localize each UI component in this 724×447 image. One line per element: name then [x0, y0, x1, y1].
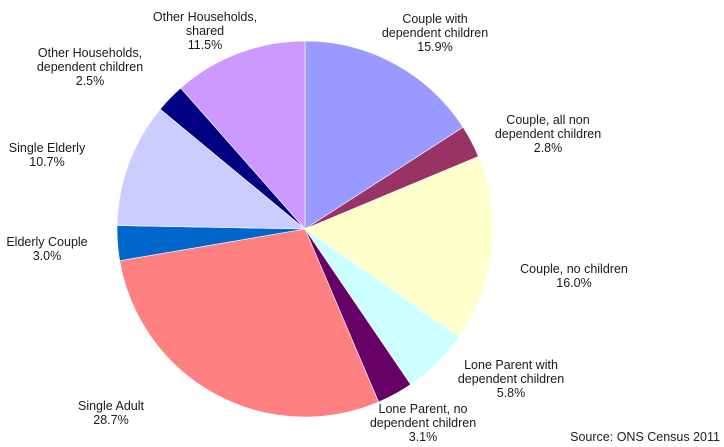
pie-label-other-households-dependent-children: Other Households, dependent children 2.5% [37, 46, 143, 88]
pie-slice-single-adult [119, 228, 379, 418]
pie-labels: Couple with dependent children 15.9% Couple… [6, 10, 628, 444]
pie-label-couple-no-children: Couple, no children 16.0% [520, 262, 628, 290]
source-note: Source: ONS Census 2011 [570, 430, 720, 444]
pie-label-other-households-shared: Other Households, shared 11.5% [153, 10, 257, 52]
pie-slice-couple-with-dependent-children [304, 40, 464, 230]
pie-slice-single-elderly [116, 108, 306, 230]
pie-label-single-adult: Single Adult 28.7% [78, 399, 145, 427]
pie-label-lone-parent-no-dependent-children: Lone Parent, no dependent children 3.1% [370, 402, 476, 444]
pie-slice-other-households-shared [180, 40, 306, 230]
pie-slices [116, 40, 494, 418]
pie-label-elderly-couple: Elderly Couple 3.0% [6, 235, 87, 263]
pie-label-couple-with-dependent-children: Couple with dependent children 15.9% [382, 12, 488, 54]
pie-slice-couple-no-children [304, 156, 494, 338]
pie-label-lone-parent-with-dependent-children: Lone Parent with dependent children 5.8% [458, 358, 564, 400]
pie-label-single-elderly: Single Elderly 10.7% [9, 141, 86, 169]
pie-label-couple-all-non-dependent-children: Couple, all non dependent children 2.8% [495, 113, 601, 155]
